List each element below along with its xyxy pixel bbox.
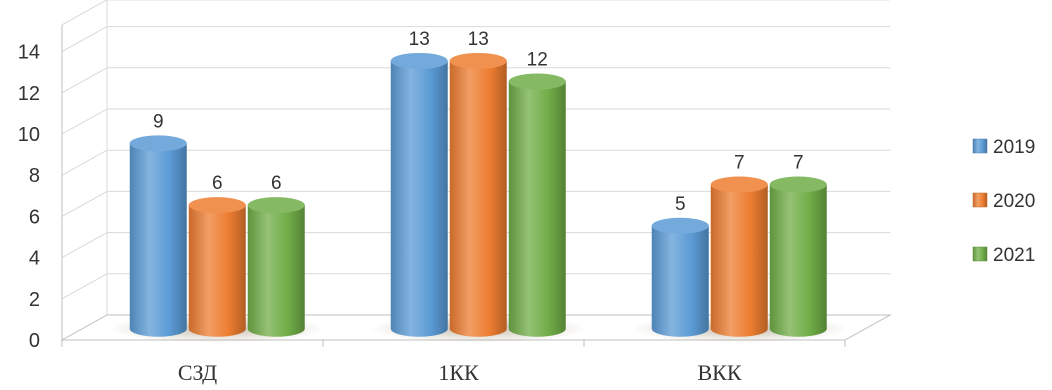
y-tick-label: 10: [18, 124, 40, 146]
data-label: 9: [153, 111, 164, 132]
bar: [508, 73, 566, 337]
bar-top: [449, 52, 507, 69]
y-tick-label: 6: [29, 206, 40, 228]
gridline-depth: [61, 0, 108, 26]
data-label: 6: [271, 173, 282, 194]
gridline-depth: [61, 232, 108, 259]
legend-label: 2021: [993, 245, 1035, 266]
x-tick-label: СЗД: [178, 360, 217, 385]
legend-label: 2020: [993, 191, 1035, 212]
bar-top: [769, 176, 827, 193]
x-axis: СЗД 1КК ВКК: [61, 340, 846, 385]
data-label: 7: [793, 153, 804, 174]
bar: [651, 217, 709, 337]
bar: [188, 197, 246, 337]
bar: [390, 52, 448, 337]
y-tick-label: 0: [29, 330, 40, 352]
bar: [710, 176, 768, 337]
legend-swatch: [972, 138, 988, 154]
legend-label: 2019: [993, 137, 1035, 158]
y-tick-label: 8: [29, 165, 40, 187]
bars: [108, 52, 848, 343]
data-label: 7: [734, 153, 745, 174]
gridline-depth: [61, 108, 108, 135]
legend: 2019 2020 2021: [972, 137, 1035, 266]
data-label: 5: [675, 194, 686, 215]
y-axis: 0 2 4 6 8 10 12 14: [18, 42, 40, 352]
bar-top: [247, 197, 305, 214]
legend-item: 2021: [972, 245, 1035, 266]
bar: [449, 52, 507, 337]
gridline-depth: [61, 273, 108, 300]
bar-top: [129, 135, 187, 152]
data-label: 6: [212, 173, 223, 194]
legend-swatch: [972, 246, 988, 262]
x-tick-label: ВКК: [697, 360, 741, 385]
bar: [769, 176, 827, 337]
y-tick-label: 14: [18, 42, 40, 64]
y-tick-label: 4: [29, 248, 40, 270]
legend-item: 2019: [972, 137, 1035, 158]
bar-top: [390, 52, 448, 69]
gridline-depth: [61, 26, 108, 53]
data-label: 13: [409, 29, 430, 50]
gridline-depth: [61, 67, 108, 94]
legend-swatch: [972, 192, 988, 208]
gridline-depth: [61, 190, 108, 217]
data-label: 12: [527, 50, 548, 71]
bar-top: [710, 176, 768, 193]
data-labels: 9 6 6 13 13 12 5 7 7: [153, 29, 804, 215]
bar: [129, 135, 187, 337]
legend-item: 2020: [972, 191, 1035, 212]
x-tick-label: 1КК: [438, 360, 479, 385]
bar-top: [188, 197, 246, 214]
bar-top: [651, 217, 709, 234]
y-tick-label: 12: [18, 83, 40, 105]
gridline-depth: [61, 149, 108, 176]
y-tick-label: 2: [29, 289, 40, 311]
bar-top: [508, 73, 566, 90]
bar: [247, 197, 305, 337]
data-label: 13: [468, 29, 489, 50]
